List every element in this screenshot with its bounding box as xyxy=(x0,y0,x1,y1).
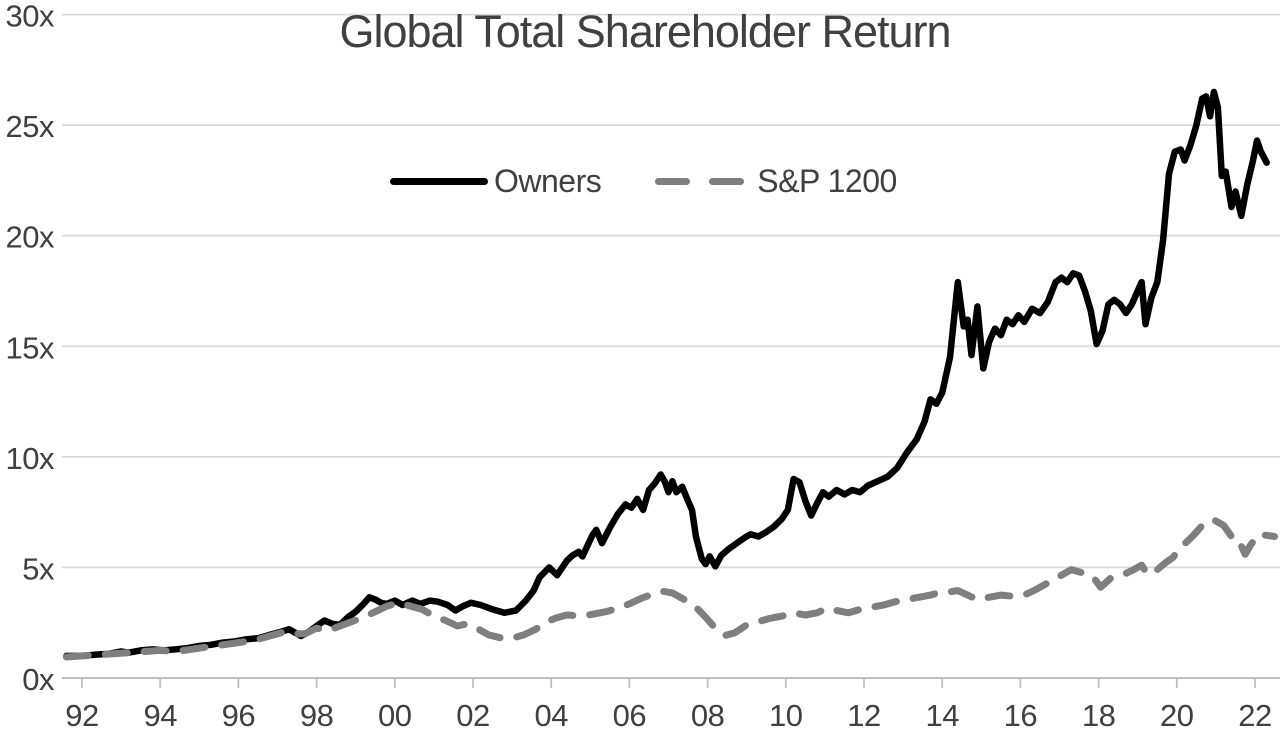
x-tick-label-98: 98 xyxy=(300,698,333,733)
x-tick-label-20: 20 xyxy=(1160,698,1194,733)
legend-owners-label: Owners xyxy=(494,162,602,199)
x-tick-label-14: 14 xyxy=(925,698,959,733)
x-tick-label-10: 10 xyxy=(769,698,803,733)
legend-sp1200-dash-1 xyxy=(655,177,691,185)
x-tick-label-18: 18 xyxy=(1082,698,1115,733)
legend-owners-line-swatch xyxy=(390,177,488,185)
x-tick-label-04: 04 xyxy=(534,698,568,733)
y-tick-label-20x: 20x xyxy=(6,220,55,255)
legend-sp1200-label: S&P 1200 xyxy=(757,162,897,199)
x-tick-label-22: 22 xyxy=(1238,698,1271,733)
y-tick-label-15x: 15x xyxy=(6,330,55,365)
x-tick-label-08: 08 xyxy=(691,698,724,733)
y-tick-label-25x: 25x xyxy=(6,109,55,144)
legend-sp1200-dash-2 xyxy=(709,177,745,185)
x-tick-label-06: 06 xyxy=(613,698,646,733)
x-tick-label-02: 02 xyxy=(456,698,489,733)
legend-sp1200-dash-swatch xyxy=(655,177,745,185)
legend: Owners S&P 1200 xyxy=(390,161,897,201)
x-tick-label-16: 16 xyxy=(1004,698,1037,733)
series-line-owners xyxy=(63,88,1270,660)
y-tick-label-30x: 30x xyxy=(6,0,55,34)
series-line-sp1200 xyxy=(62,516,1278,661)
x-tick-label-96: 96 xyxy=(222,698,255,733)
y-tick-label-0x: 0x xyxy=(22,662,55,697)
x-tick-label-94: 94 xyxy=(143,698,177,733)
x-tick-label-00: 00 xyxy=(378,698,412,733)
chart-title: Global Total Shareholder Return xyxy=(339,6,951,57)
y-tick-label-5x: 5x xyxy=(22,551,55,586)
y-tick-label-10x: 10x xyxy=(6,441,55,476)
x-tick-label-92: 92 xyxy=(65,698,98,733)
x-tick-label-12: 12 xyxy=(847,698,880,733)
